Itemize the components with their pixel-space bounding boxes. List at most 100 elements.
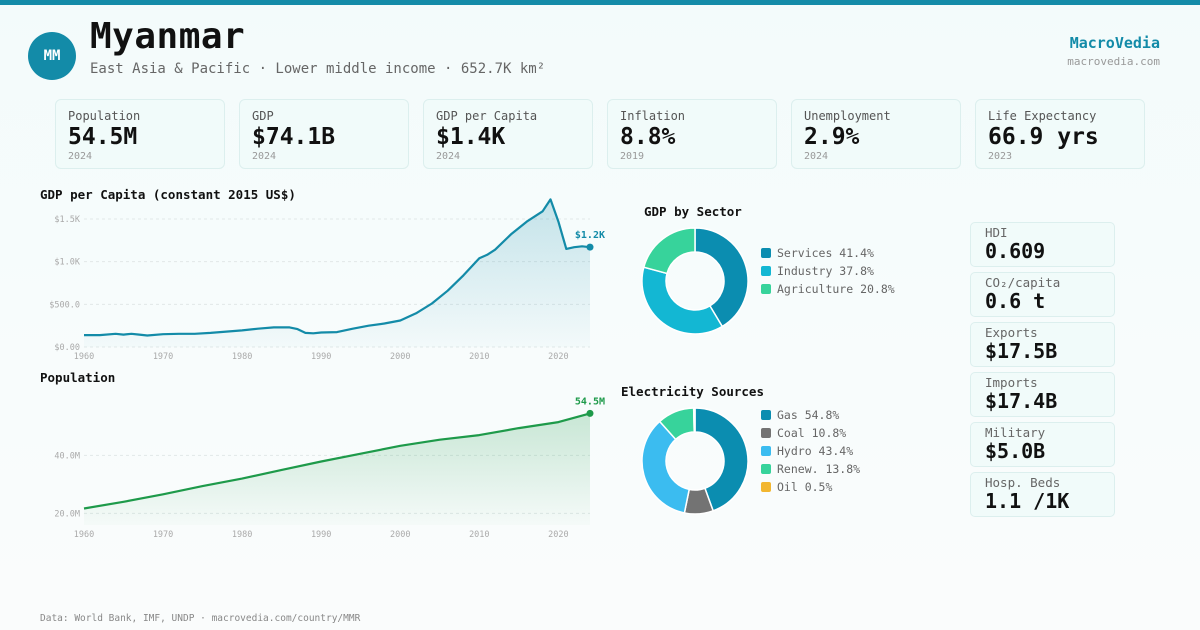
- side-stat-label: Exports: [985, 325, 1038, 340]
- legend-swatch: [761, 482, 771, 492]
- stat-label: GDP: [252, 109, 274, 123]
- gdp-y-tick-label: $500.0: [49, 300, 80, 310]
- gdp-y-tick-label: $0.00: [54, 343, 80, 353]
- stat-label: Population: [68, 109, 141, 123]
- legend-label: Industry 37.8%: [777, 264, 874, 278]
- legend-label: Agriculture 20.8%: [777, 282, 895, 296]
- stat-year: 2024: [252, 151, 277, 162]
- electricity-slice-hydro: [641, 420, 691, 514]
- electricity-chart-title: Electricity Sources: [621, 384, 764, 399]
- legend-swatch: [761, 446, 771, 456]
- gdp-y-tick-label: $1.5K: [54, 215, 80, 225]
- sector-chart-title: GDP by Sector: [644, 204, 742, 219]
- legend-item: Industry 37.8%: [761, 262, 895, 280]
- legend-swatch: [761, 428, 771, 438]
- population-area: [84, 413, 590, 525]
- population-y-tick-label: 20.0M: [54, 509, 80, 519]
- gdp-sector-donut: [641, 227, 749, 335]
- population-end-label: 54.5M: [575, 396, 605, 407]
- side-stat-label: Hosp. Beds: [985, 475, 1061, 490]
- population-x-tick-label: 2020: [548, 530, 568, 540]
- stat-label: Inflation: [620, 109, 686, 123]
- stat-value: 66.9 yrs: [988, 124, 1099, 150]
- top-accent-bar: [0, 0, 1200, 5]
- stat-label: Life Expectancy: [988, 109, 1097, 123]
- side-stat-value: $17.5B: [985, 339, 1058, 363]
- electricity-sources-donut: [641, 407, 749, 515]
- legend-swatch: [761, 266, 771, 276]
- gdp-x-tick-label: 2010: [469, 352, 489, 362]
- stat-cards: Population 54.5M 2024 GDP $74.1B 2024 GD…: [55, 99, 1145, 169]
- stat-card-unemployment: Unemployment 2.9% 2024: [791, 99, 961, 169]
- stat-value: 2.9%: [804, 124, 860, 150]
- brand-url[interactable]: macrovedia.com: [1067, 55, 1160, 68]
- side-stat-label: CO₂/capita: [985, 275, 1061, 290]
- side-stat-value: 0.6 t: [985, 289, 1046, 313]
- gdp-x-tick-label: 2000: [390, 352, 410, 362]
- legend-label: Renew. 13.8%: [777, 462, 861, 476]
- stat-year: 2024: [436, 151, 461, 162]
- page-title: Myanmar: [90, 16, 246, 57]
- population-x-tick-label: 2000: [390, 530, 410, 540]
- population-x-tick-label: 1970: [153, 530, 173, 540]
- legend-swatch: [761, 248, 771, 258]
- gdp-y-tick-label: $1.0K: [54, 258, 80, 268]
- electricity-slice-gas: [694, 407, 749, 512]
- legend-item: Services 41.4%: [761, 244, 895, 262]
- population-end-point: [586, 409, 594, 417]
- sector-slice-services: [694, 227, 749, 328]
- gdp-per-capita-chart: $0.00 $500.0 $1.0K $1.5K 1960 1970 1980 1990 200…: [49, 198, 605, 362]
- legend-item: Gas 54.8%: [761, 406, 860, 424]
- gdp-x-tick-label: 1990: [311, 352, 331, 362]
- page-subtitle: East Asia & Pacific · Lower middle incom…: [90, 61, 546, 77]
- side-card-co2: CO₂/capita 0.6 t: [970, 272, 1115, 317]
- legend-swatch: [761, 464, 771, 474]
- stat-year: 2023: [988, 151, 1013, 162]
- legend-swatch: [761, 284, 771, 294]
- side-card-hdi: HDI 0.609: [970, 222, 1115, 267]
- gdp-x-tick-label: 1970: [153, 352, 173, 362]
- side-stat-cards: HDI 0.609 CO₂/capita 0.6 t Exports $17.5…: [970, 222, 1115, 522]
- legend-swatch: [761, 410, 771, 420]
- gdp-area: [84, 199, 590, 347]
- sector-slice-agriculture: [642, 227, 696, 275]
- sector-legend: Services 41.4% Industry 37.8% Agricultur…: [761, 244, 895, 298]
- side-stat-value: 0.609: [985, 239, 1046, 263]
- gdp-end-label: $1.2K: [575, 230, 605, 241]
- stat-card-life-expectancy: Life Expectancy 66.9 yrs 2023: [975, 99, 1145, 169]
- side-stat-label: HDI: [985, 225, 1008, 240]
- electricity-slice-oil: [692, 407, 696, 433]
- population-chart: 20.0M 40.0M 1960 1970 1980 1990 2000 2010 2020 54…: [54, 396, 605, 540]
- legend-item: Renew. 13.8%: [761, 460, 860, 478]
- legend-item: Coal 10.8%: [761, 424, 860, 442]
- side-card-military: Military $5.0B: [970, 422, 1115, 467]
- stat-label: GDP per Capita: [436, 109, 538, 123]
- stat-value: $1.4K: [436, 124, 506, 150]
- legend-item: Hydro 43.4%: [761, 442, 860, 460]
- side-card-exports: Exports $17.5B: [970, 322, 1115, 367]
- side-stat-label: Military: [985, 425, 1046, 440]
- legend-label: Oil 0.5%: [777, 480, 833, 494]
- country-avatar: MM: [28, 32, 76, 80]
- legend-label: Gas 54.8%: [777, 408, 840, 422]
- stat-label: Unemployment: [804, 109, 891, 123]
- footer-source: Data: World Bank, IMF, UNDP · macrovedia…: [40, 613, 361, 624]
- side-card-imports: Imports $17.4B: [970, 372, 1115, 417]
- stat-value: $74.1B: [252, 124, 336, 150]
- population-y-tick-label: 40.0M: [54, 451, 80, 461]
- population-chart-title: Population: [40, 370, 116, 385]
- population-x-tick-label: 1990: [311, 530, 331, 540]
- legend-label: Hydro 43.4%: [777, 444, 854, 458]
- side-stat-value: $5.0B: [985, 439, 1046, 463]
- side-stat-value: 1.1 /1K: [985, 489, 1070, 513]
- legend-item: Agriculture 20.8%: [761, 280, 895, 298]
- population-x-tick-label: 1980: [232, 530, 252, 540]
- gdp-x-tick-label: 1980: [232, 352, 252, 362]
- sector-slice-industry: [641, 266, 724, 335]
- gdp-x-tick-label: 1960: [74, 352, 94, 362]
- legend-label: Coal 10.8%: [777, 426, 847, 440]
- stat-card-inflation: Inflation 8.8% 2019: [607, 99, 777, 169]
- brand-logo[interactable]: MacroVedia: [1069, 34, 1160, 52]
- stat-card-gdp-per-capita: GDP per Capita $1.4K 2024: [423, 99, 593, 169]
- side-stat-label: Imports: [985, 375, 1038, 390]
